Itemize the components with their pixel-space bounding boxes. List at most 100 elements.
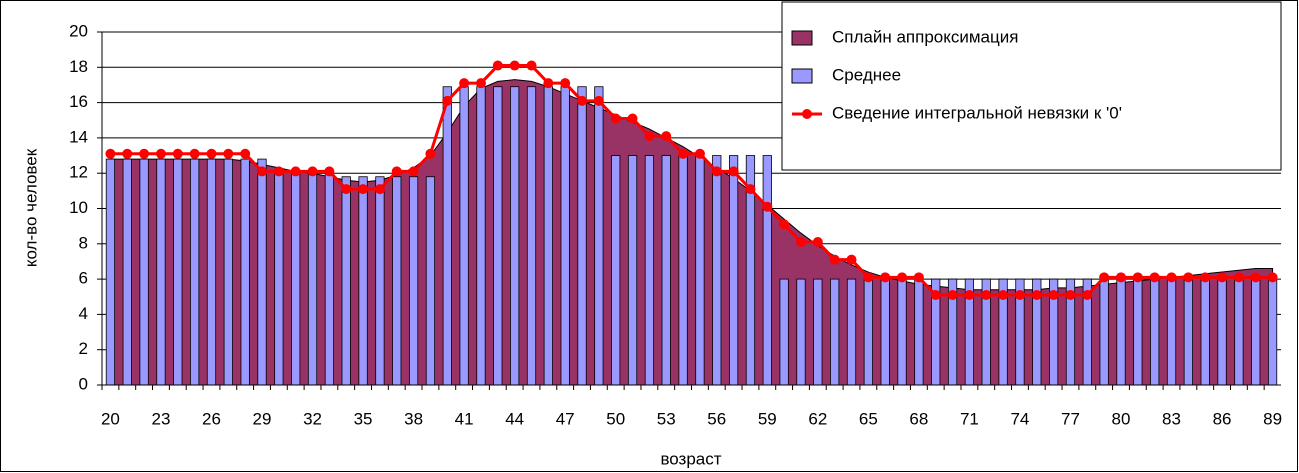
line-marker	[492, 60, 503, 71]
bar	[442, 86, 452, 386]
bar	[830, 278, 840, 386]
bar	[156, 158, 166, 386]
bar	[695, 155, 705, 386]
bar	[560, 86, 570, 386]
legend-swatch-marker	[802, 109, 812, 119]
bar	[526, 86, 537, 386]
bar	[627, 155, 638, 386]
bar	[307, 172, 318, 386]
x-tick-label: 44	[505, 409, 524, 428]
bar	[1116, 278, 1126, 386]
line-marker	[728, 166, 739, 177]
line-marker	[1082, 289, 1093, 300]
line-marker	[223, 148, 234, 159]
bar	[1150, 278, 1160, 386]
x-tick-label: 86	[1213, 409, 1232, 428]
line-marker	[795, 237, 806, 248]
line-marker	[475, 78, 486, 89]
bar	[358, 176, 368, 386]
bar	[1200, 278, 1210, 386]
line-marker	[526, 60, 537, 71]
bar	[122, 158, 132, 386]
bar	[408, 176, 419, 386]
line-marker	[391, 166, 402, 177]
bar	[1267, 278, 1278, 386]
bar	[173, 158, 183, 386]
line-marker	[105, 148, 116, 159]
x-tick-label: 74	[1010, 409, 1029, 428]
line-marker	[240, 148, 251, 159]
legend-label: Сведение интегральной невязки к '0'	[832, 103, 1122, 122]
bar	[880, 278, 890, 386]
line-marker	[408, 166, 419, 177]
bar	[1183, 278, 1193, 386]
y-tick-label: 4	[79, 304, 88, 323]
line-marker	[593, 95, 604, 106]
bar	[105, 158, 116, 386]
bar	[796, 278, 806, 386]
bar	[1251, 278, 1261, 386]
bar	[223, 158, 233, 386]
line-marker	[627, 113, 638, 124]
line-marker	[1267, 272, 1278, 283]
y-tick-label: 8	[79, 233, 88, 252]
y-tick-label: 2	[79, 339, 88, 358]
x-tick-label: 56	[707, 409, 726, 428]
bar	[1166, 278, 1177, 386]
bar	[459, 86, 469, 386]
line-marker	[257, 166, 268, 177]
line-marker	[610, 113, 621, 124]
x-tick-label: 83	[1162, 409, 1181, 428]
bar	[762, 155, 772, 386]
bar	[1234, 278, 1244, 386]
bar	[543, 86, 553, 386]
bar	[425, 176, 436, 386]
bar	[1217, 278, 1227, 386]
y-tick-label: 14	[69, 127, 88, 146]
line-marker	[1183, 272, 1194, 283]
bar	[190, 158, 200, 386]
x-tick-label: 71	[960, 409, 979, 428]
bar	[813, 278, 823, 386]
line-marker	[1115, 272, 1126, 283]
x-tick-label: 26	[202, 409, 221, 428]
bar	[712, 155, 722, 386]
line-marker	[290, 166, 301, 177]
legend-label: Среднее	[832, 65, 901, 84]
bar	[324, 172, 334, 386]
line-marker	[998, 289, 1009, 300]
bar	[375, 176, 385, 386]
line-marker	[1048, 289, 1059, 300]
y-tick-label: 10	[69, 198, 88, 217]
line-marker	[1099, 272, 1110, 283]
legend-box	[781, 1, 1282, 171]
bar	[1099, 278, 1109, 386]
x-tick-label: 23	[151, 409, 170, 428]
bar	[274, 172, 284, 386]
line-marker	[509, 60, 520, 71]
line-marker	[711, 166, 722, 177]
bar	[476, 86, 486, 386]
line-marker	[1014, 289, 1025, 300]
line-marker	[155, 148, 166, 159]
line-marker	[273, 166, 284, 177]
x-tick-label: 89	[1263, 409, 1282, 428]
line-marker	[762, 201, 773, 212]
line-marker	[745, 184, 756, 195]
line-marker	[964, 289, 975, 300]
legend-swatch	[791, 68, 813, 84]
line-marker	[189, 148, 200, 159]
bar	[644, 155, 655, 386]
x-tick-label: 38	[404, 409, 423, 428]
y-tick-label: 16	[69, 92, 88, 111]
bar	[240, 158, 250, 386]
bar	[1133, 278, 1143, 386]
line-marker	[913, 272, 924, 283]
bar	[341, 176, 351, 386]
line-marker	[829, 254, 840, 265]
line-marker	[1233, 272, 1244, 283]
bar	[493, 86, 503, 386]
line-marker	[560, 78, 571, 89]
line-marker	[1031, 289, 1042, 300]
